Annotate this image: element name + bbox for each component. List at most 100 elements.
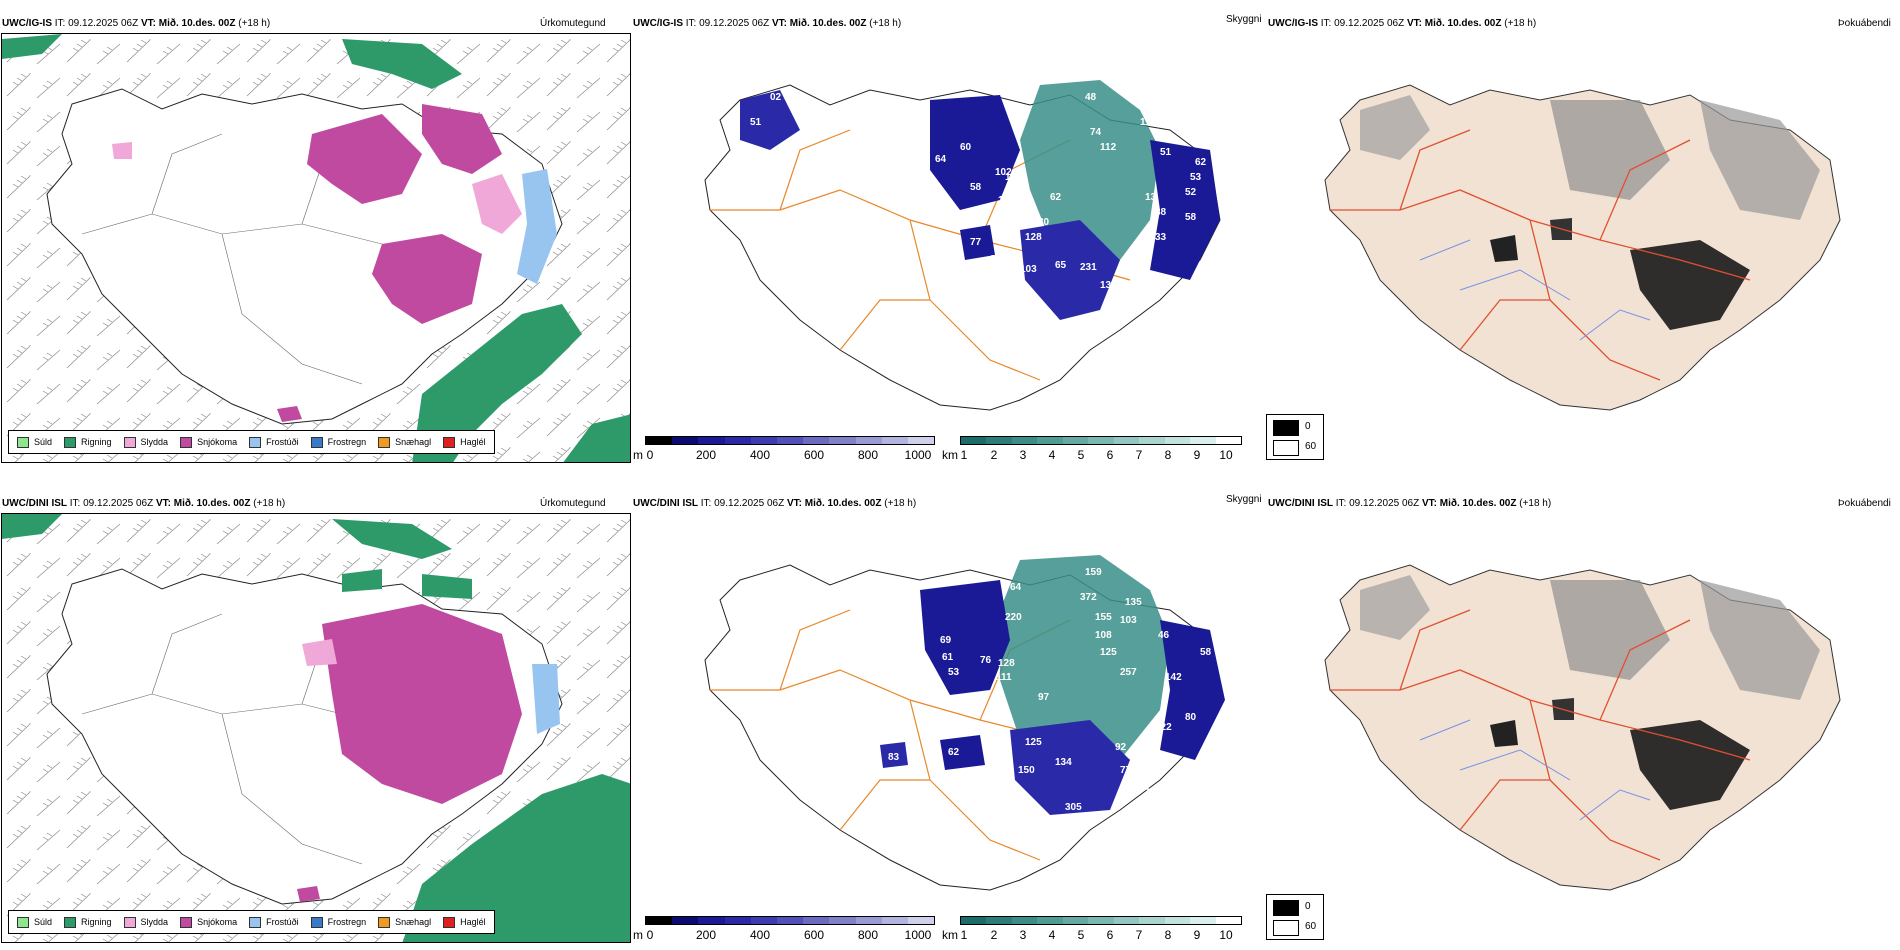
vis-blue-area-west <box>740 90 800 150</box>
snow-area-central <box>322 604 522 804</box>
fog-gray-east <box>1700 580 1820 700</box>
row2-fog-map <box>1324 564 1841 891</box>
terrain-bar <box>645 436 935 445</box>
terrain-bin <box>646 437 673 444</box>
vis-bin <box>1062 437 1089 444</box>
vis-label: 150 <box>1018 765 1035 776</box>
vis-bin <box>1037 917 1063 924</box>
vis-label: 305 <box>1065 802 1082 813</box>
fog-dark-small <box>1490 235 1518 262</box>
vis-label: 38 <box>1155 207 1167 218</box>
fog-legend-low-label: 60 <box>1305 441 1317 452</box>
vis-bin <box>986 917 1012 924</box>
legend-item-rigning: Rigning <box>64 916 112 928</box>
vis-label: 155 <box>1095 612 1112 623</box>
road-lines <box>710 129 1131 381</box>
vis-label: 46 <box>1158 630 1170 641</box>
vis-label: 53 <box>948 667 960 678</box>
vis-label: 62 <box>1050 192 1062 203</box>
fog-dark-area <box>1630 720 1750 810</box>
vis-label: 89 <box>800 132 812 143</box>
vis-bin <box>1037 437 1063 444</box>
visibility-bar <box>960 436 1242 445</box>
vis-label: 35 <box>1142 775 1154 786</box>
vis-label: 104 <box>895 240 912 251</box>
row2-precip-legend: Súld Rigning Slydda Snjókoma Frostúði Fr… <box>8 910 495 934</box>
fog-gray-north <box>1360 575 1430 640</box>
vis-label: 144 <box>990 752 1007 763</box>
legend-swatch <box>378 436 391 448</box>
terrain-bin <box>776 437 804 444</box>
vis-label: 76 <box>980 655 992 666</box>
vis-tick: 4 <box>1048 448 1056 462</box>
vis-bin <box>961 437 987 444</box>
vis-label: 134 <box>1055 757 1072 768</box>
vis-label: 128 <box>1025 232 1042 243</box>
terrain-bin <box>698 917 725 924</box>
vis-label: 69 <box>940 635 952 646</box>
legend-item-snaehagl: Snæhagl <box>378 916 431 928</box>
row1-vis-title: UWC/IG-IS IT: 09.12.2025 06Z VT: Mið. 10… <box>633 18 902 29</box>
vis-label: 77 <box>1120 765 1132 776</box>
vis-label: 64 <box>1010 582 1022 593</box>
road-lines <box>710 609 1131 861</box>
vis-bin <box>1139 437 1165 444</box>
terrain-bar <box>645 916 935 925</box>
vis-teal-area-north <box>1000 555 1170 770</box>
row1-precip-map: Súld Rigning Slydda Snjókoma Frostúði Fr… <box>1 33 631 463</box>
vis-bin <box>1088 437 1114 444</box>
vis-blue-area-southeast <box>1010 720 1130 815</box>
legend-item-snjokoma: Snjókoma <box>180 916 237 928</box>
vis-bin <box>1190 437 1216 444</box>
fog-legend-high-swatch <box>1273 420 1299 436</box>
vis-label: 83 <box>942 872 954 883</box>
visibility-bar <box>960 916 1242 925</box>
terrain-bin <box>855 917 882 924</box>
terrain-tick: 1000 <box>904 448 932 462</box>
terrain-tick: 0 <box>646 448 654 462</box>
vis-bin <box>1088 917 1114 924</box>
sleet-area <box>302 639 337 666</box>
vis-label: 80 <box>1038 217 1050 228</box>
vis-label: 257 <box>1120 667 1137 678</box>
vis-tick: 3 <box>1019 928 1027 942</box>
legend-swatch <box>123 436 136 448</box>
vis-label: 64 <box>935 154 947 165</box>
vis-tick: 9 <box>1193 928 1201 942</box>
vis-label: 77 <box>970 237 982 248</box>
row2-fog-legend: 0 60 <box>1266 894 1324 940</box>
vis-label: 159 <box>1085 567 1102 578</box>
terrain-tick: 400 <box>749 448 771 462</box>
terrain-bin <box>750 917 777 924</box>
snow-area-east <box>372 234 482 324</box>
fog-legend-high-swatch <box>1273 900 1299 916</box>
row1-precip-legend: Súld Rigning Slydda Snjókoma Frostúði Fr… <box>8 430 495 454</box>
row1-fog-map <box>1324 84 1841 411</box>
vis-bin <box>1011 437 1038 444</box>
visibility-unit: km <box>942 928 958 942</box>
row2-vis-label: Skyggni <box>1226 494 1262 505</box>
terrain-unit: m <box>633 928 643 942</box>
vis-label: 53 <box>1190 172 1202 183</box>
vis-tick: 5 <box>1077 928 1085 942</box>
vis-label: 62 <box>948 747 960 758</box>
row2-precip-map: Súld Rigning Slydda Snjókoma Frostúði Fr… <box>1 513 631 943</box>
row2-fog-title: UWC/DINI ISL IT: 09.12.2025 06Z VT: Mið.… <box>1268 498 1552 509</box>
vis-label: 32 <box>1060 837 1072 848</box>
row2-precip-svg <box>2 514 630 942</box>
river-lines <box>1419 719 1651 821</box>
vis-label: 33 <box>1155 232 1167 243</box>
legend-item-frostudi: Frostúði <box>249 436 299 448</box>
terrain-bin <box>881 917 908 924</box>
vis-label: 61 <box>942 652 954 663</box>
fog-dark-small <box>1490 720 1518 747</box>
freezing-drizzle-area <box>532 664 560 734</box>
vis-tick: 1 <box>960 928 968 942</box>
rain-area-north <box>342 39 462 89</box>
fog-legend-high-label: 0 <box>1305 901 1311 912</box>
terrain-bin <box>750 437 777 444</box>
vis-bin <box>1113 437 1140 444</box>
vis-tick: 9 <box>1193 448 1201 462</box>
sleet-area <box>472 174 522 234</box>
vis-label: 142 <box>1165 672 1182 683</box>
